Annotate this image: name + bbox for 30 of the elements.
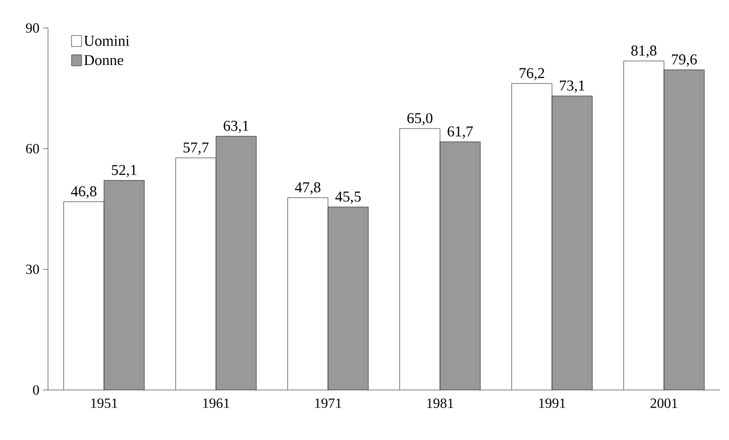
y-tick-label: 30	[26, 264, 39, 274]
data-label: 57,7	[184, 142, 209, 155]
data-label: 61,7	[448, 126, 473, 139]
legend-label: Donne	[84, 55, 124, 66]
y-tick-label: 0	[33, 385, 39, 395]
bar	[328, 206, 368, 390]
x-tick-label: 1971	[315, 398, 342, 408]
x-tick-label: 2001	[650, 398, 678, 408]
data-label: 45,5	[335, 192, 361, 204]
bar	[216, 136, 256, 390]
bar	[440, 142, 480, 390]
bar	[664, 70, 705, 390]
data-label: 79,6	[672, 54, 697, 67]
legend-label: Uomini	[84, 36, 130, 46]
data-label: 81,8	[631, 46, 656, 58]
data-label: 52,1	[112, 164, 136, 178]
bar	[104, 180, 144, 390]
data-label: 73,1	[560, 80, 584, 93]
y-tick-label: 60	[26, 144, 39, 154]
x-tick-label: 1991	[539, 398, 566, 408]
data-label: 65,0	[407, 113, 432, 126]
x-tick-label: 1951	[91, 398, 118, 408]
bar	[552, 96, 592, 390]
x-tick-label: 1981	[427, 398, 454, 408]
data-label: 63,1	[224, 120, 248, 133]
y-tick-label: 90	[26, 23, 39, 33]
data-label: 76,2	[520, 68, 544, 80]
x-tick-label: 1961	[203, 398, 230, 408]
data-label: 46,8	[71, 186, 96, 199]
data-label: 47,8	[295, 182, 320, 195]
